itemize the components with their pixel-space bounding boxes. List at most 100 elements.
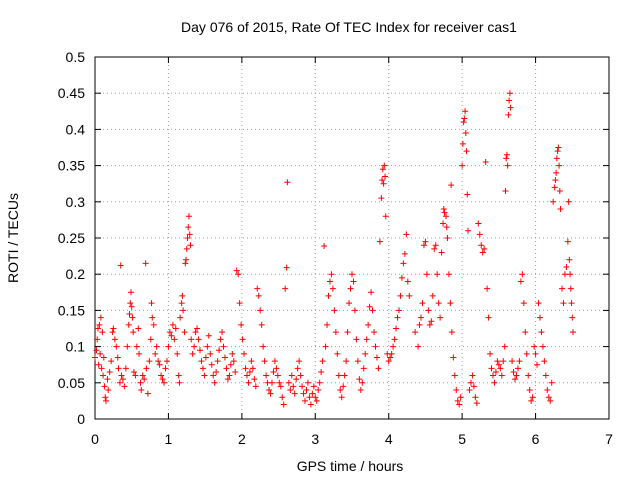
data-point — [363, 336, 370, 343]
data-point — [418, 314, 425, 321]
data-point — [294, 365, 301, 372]
data-point — [316, 379, 323, 386]
data-point — [267, 390, 274, 397]
y-tick-label: 0.05 — [58, 375, 85, 391]
data-point — [110, 325, 117, 332]
data-point — [221, 354, 228, 361]
data-point — [337, 387, 344, 394]
x-tick-label: 0 — [91, 431, 99, 447]
data-point — [388, 350, 395, 357]
data-point — [470, 383, 477, 390]
data-point — [467, 379, 474, 386]
data-points — [92, 90, 577, 408]
data-point — [347, 285, 354, 292]
data-point — [351, 307, 358, 314]
data-point — [479, 249, 486, 256]
data-point — [235, 271, 242, 278]
data-point — [100, 372, 107, 379]
data-point — [500, 358, 507, 365]
data-point — [291, 390, 298, 397]
data-point — [219, 329, 226, 336]
data-point — [566, 256, 573, 263]
data-point — [150, 321, 157, 328]
data-point — [437, 314, 444, 321]
data-point — [497, 365, 504, 372]
data-point — [519, 271, 526, 278]
data-point — [488, 365, 495, 372]
data-point — [349, 271, 355, 278]
data-point — [563, 263, 570, 270]
data-point — [541, 358, 548, 365]
data-point — [129, 314, 136, 321]
data-point — [255, 292, 262, 299]
data-point — [547, 397, 554, 404]
data-point — [353, 336, 360, 343]
data-point — [426, 321, 433, 328]
data-point — [96, 321, 103, 328]
data-point — [397, 292, 404, 299]
data-point — [542, 372, 549, 379]
data-point — [132, 372, 139, 379]
data-point — [461, 115, 468, 122]
data-point — [282, 285, 289, 292]
data-point — [179, 292, 186, 299]
data-point — [185, 213, 192, 220]
data-point — [276, 379, 283, 386]
data-point — [450, 354, 457, 361]
data-point — [137, 379, 144, 386]
data-point — [224, 376, 231, 383]
data-point — [448, 329, 455, 336]
data-point — [356, 376, 363, 383]
data-point — [555, 144, 562, 151]
data-point — [513, 372, 520, 379]
data-point — [406, 292, 413, 299]
y-tick-label: 0.15 — [58, 302, 85, 318]
data-point — [454, 397, 461, 404]
data-point — [149, 314, 156, 321]
data-point — [431, 245, 438, 252]
x-tick-label: 2 — [238, 431, 246, 447]
data-point — [183, 245, 190, 252]
data-point — [205, 332, 212, 339]
data-point — [174, 350, 181, 357]
data-point — [554, 148, 561, 155]
data-point — [185, 224, 192, 231]
data-point — [335, 372, 342, 379]
data-point — [270, 368, 277, 375]
data-point — [178, 300, 185, 307]
data-point — [273, 365, 280, 372]
data-point — [464, 191, 471, 198]
data-point — [495, 361, 502, 368]
data-point — [514, 365, 521, 372]
data-point — [242, 365, 249, 372]
data-point — [373, 354, 380, 361]
data-point — [338, 394, 345, 401]
data-point — [223, 365, 230, 372]
data-point — [133, 343, 140, 350]
data-point — [319, 358, 326, 365]
data-point — [307, 401, 314, 408]
data-point — [393, 325, 400, 332]
data-point — [340, 383, 347, 390]
chart-title: Day 076 of 2015, Rate Of TEC Index for r… — [181, 19, 517, 35]
data-point — [148, 300, 155, 307]
data-point — [279, 394, 286, 401]
data-point — [380, 180, 387, 187]
data-point — [481, 245, 488, 252]
data-point — [556, 162, 563, 169]
data-point — [489, 372, 496, 379]
data-point — [304, 379, 311, 386]
data-point — [300, 390, 307, 397]
data-point — [387, 354, 394, 361]
data-point — [106, 368, 113, 375]
data-point — [362, 350, 369, 357]
data-point — [538, 329, 545, 336]
data-point — [465, 227, 472, 234]
data-point — [290, 383, 297, 390]
data-point — [505, 111, 512, 118]
data-point — [199, 365, 206, 372]
data-point — [303, 387, 310, 394]
data-point — [230, 358, 237, 365]
data-point — [332, 329, 339, 336]
data-point — [258, 321, 265, 328]
